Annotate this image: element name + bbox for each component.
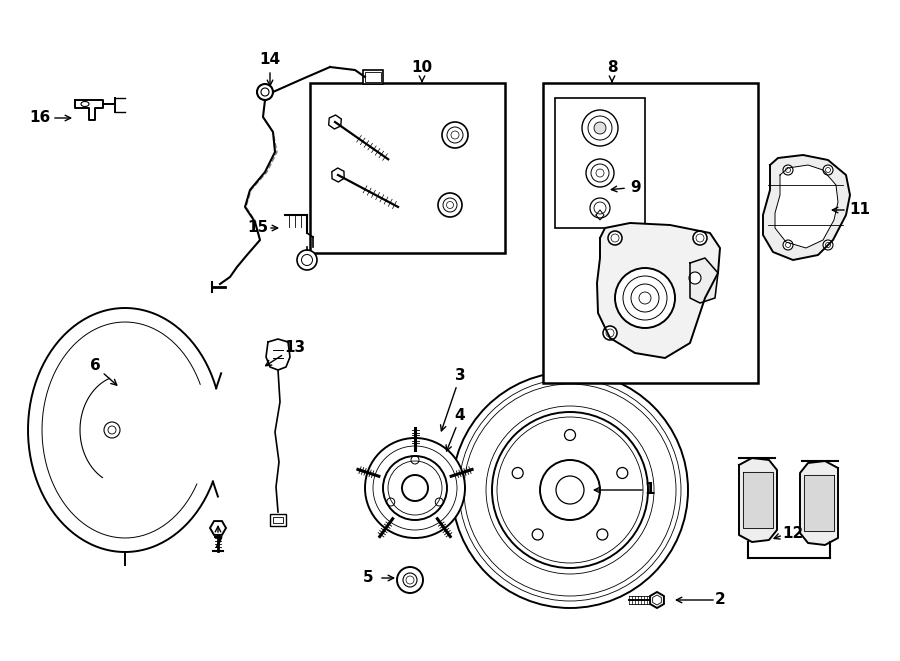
Text: 13: 13: [284, 340, 306, 354]
Circle shape: [586, 159, 614, 187]
Circle shape: [442, 122, 468, 148]
Text: 2: 2: [715, 592, 725, 607]
Circle shape: [693, 231, 707, 245]
Text: 8: 8: [607, 61, 617, 75]
Bar: [273, 517, 283, 523]
Bar: [543, 83, 758, 383]
Text: 11: 11: [850, 202, 870, 217]
Polygon shape: [743, 472, 773, 528]
Polygon shape: [739, 458, 777, 542]
Text: 15: 15: [248, 221, 268, 235]
Text: 7: 7: [212, 535, 223, 551]
Circle shape: [603, 326, 617, 340]
Polygon shape: [690, 258, 718, 303]
Circle shape: [383, 456, 447, 520]
Polygon shape: [775, 165, 838, 248]
Text: 6: 6: [90, 358, 101, 373]
Bar: [270, 514, 286, 526]
Circle shape: [590, 198, 610, 218]
Bar: [365, 72, 381, 82]
Text: 12: 12: [782, 525, 804, 541]
Text: 1: 1: [644, 483, 655, 498]
Text: 10: 10: [411, 61, 433, 75]
Circle shape: [582, 110, 618, 146]
Circle shape: [823, 240, 833, 250]
Polygon shape: [75, 100, 103, 120]
Text: 4: 4: [454, 407, 465, 422]
Bar: [363, 70, 383, 84]
Bar: [555, 98, 645, 228]
Circle shape: [615, 268, 675, 328]
Circle shape: [365, 438, 465, 538]
Polygon shape: [763, 155, 850, 260]
Polygon shape: [800, 461, 838, 545]
Circle shape: [594, 122, 606, 134]
Polygon shape: [266, 339, 290, 370]
Circle shape: [823, 165, 833, 175]
Text: 3: 3: [454, 368, 465, 383]
Circle shape: [397, 567, 423, 593]
Text: 16: 16: [30, 110, 50, 126]
Text: 14: 14: [259, 52, 281, 67]
Circle shape: [438, 193, 462, 217]
Circle shape: [608, 231, 622, 245]
Circle shape: [783, 240, 793, 250]
Circle shape: [297, 250, 317, 270]
Polygon shape: [597, 223, 720, 358]
Circle shape: [783, 165, 793, 175]
Circle shape: [689, 272, 701, 284]
Bar: [310, 83, 505, 253]
Text: 5: 5: [363, 570, 374, 586]
Text: 9: 9: [631, 180, 642, 196]
Circle shape: [257, 84, 273, 100]
Polygon shape: [804, 475, 834, 531]
